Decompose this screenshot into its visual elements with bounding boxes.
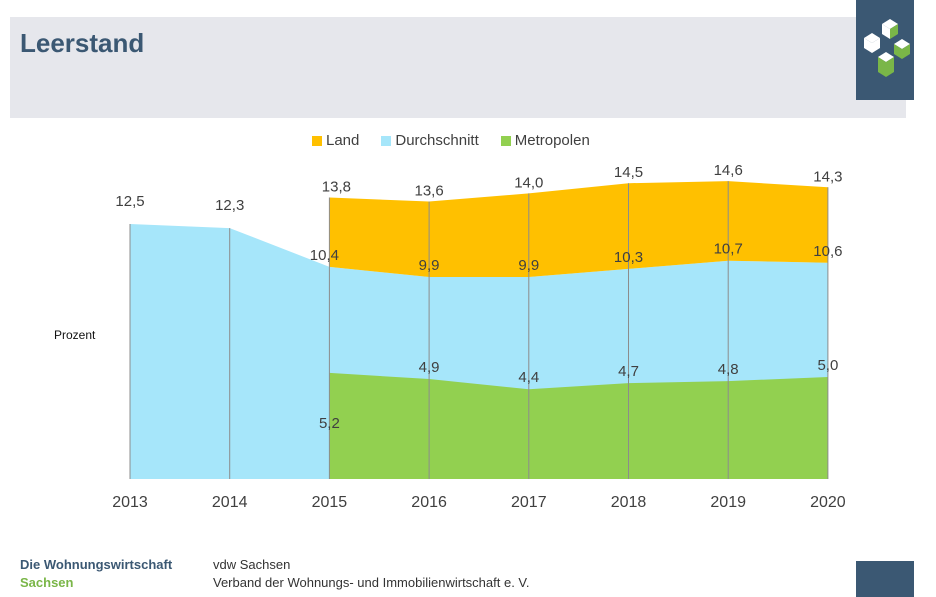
page-title: Leerstand	[20, 28, 145, 58]
legend-swatch-metropolen	[500, 135, 511, 146]
data-label-metropolen-2015: 5,2	[319, 415, 340, 432]
data-label-durchschnitt-2013: 12,5	[115, 193, 144, 210]
data-label-durchschnitt-2017: 9,9	[518, 257, 539, 274]
data-label-metropolen-2020: 5,0	[817, 357, 838, 374]
header-band	[10, 17, 906, 118]
x-tick-label-2020: 2020	[810, 494, 846, 511]
data-label-land-2016: 13,6	[414, 183, 443, 200]
chart-legend: Land Durchschnitt Metropolen	[312, 132, 590, 149]
x-tick-label-2014: 2014	[212, 494, 248, 511]
legend-swatch-land	[312, 135, 322, 146]
data-label-metropolen-2018: 4,7	[618, 363, 639, 380]
data-label-durchschnitt-2016: 9,9	[419, 257, 440, 274]
footer-desc-line1: vdw Sachsen	[213, 557, 291, 572]
data-label-land-2020: 14,3	[813, 168, 842, 185]
footer-org: Die Wohnungswirtschaft Sachsen	[20, 556, 172, 592]
x-tick-label-2015: 2015	[312, 494, 348, 511]
footer-description: vdw Sachsen Verband der Wohnungs- und Im…	[213, 556, 530, 592]
cube-logo-icon	[864, 19, 910, 77]
data-label-land-2018: 14,5	[614, 164, 643, 181]
legend-label-land: Land	[326, 132, 360, 149]
data-label-metropolen-2016: 4,9	[419, 359, 440, 376]
legend-item-metropolen: Metropolen	[500, 132, 590, 149]
x-tick-label-2018: 2018	[611, 494, 647, 511]
logo	[856, 0, 914, 100]
x-tick-label-2019: 2019	[710, 494, 746, 511]
footer-desc-line2: Verband der Wohnungs- und Immobilienwirt…	[213, 575, 530, 590]
legend-label-metropolen: Metropolen	[514, 132, 590, 149]
x-tick-label-2013: 2013	[112, 494, 148, 511]
data-label-durchschnitt-2015: 10,4	[310, 247, 339, 264]
x-tick-label-2017: 2017	[511, 494, 547, 511]
legend-swatch-durchschnitt	[381, 135, 392, 146]
x-tick-label-2016: 2016	[411, 494, 447, 511]
data-label-durchschnitt-2020: 10,6	[813, 243, 842, 260]
area-land	[329, 181, 828, 278]
data-label-durchschnitt-2014: 12,3	[215, 197, 244, 214]
data-label-land-2019: 14,6	[714, 162, 743, 179]
footer-org-line1: Die Wohnungswirtschaft	[20, 557, 173, 572]
data-label-durchschnitt-2018: 10,3	[614, 249, 643, 266]
area-metropolen	[329, 372, 828, 479]
legend-label-durchschnitt: Durchschnitt	[395, 132, 479, 149]
footer-box	[856, 561, 914, 597]
footer-org-line2: Sachsen	[20, 575, 74, 590]
data-label-metropolen-2019: 4,8	[718, 361, 739, 378]
data-label-land-2017: 14,0	[514, 174, 543, 191]
legend-item-land: Land	[312, 132, 359, 149]
legend-item-durchschnitt: Durchschnitt	[381, 132, 479, 149]
data-label-durchschnitt-2019: 10,7	[714, 241, 743, 258]
data-label-metropolen-2017: 4,4	[518, 369, 539, 386]
y-axis-label: Prozent	[54, 328, 96, 342]
data-label-land-2015: 13,8	[322, 178, 351, 195]
